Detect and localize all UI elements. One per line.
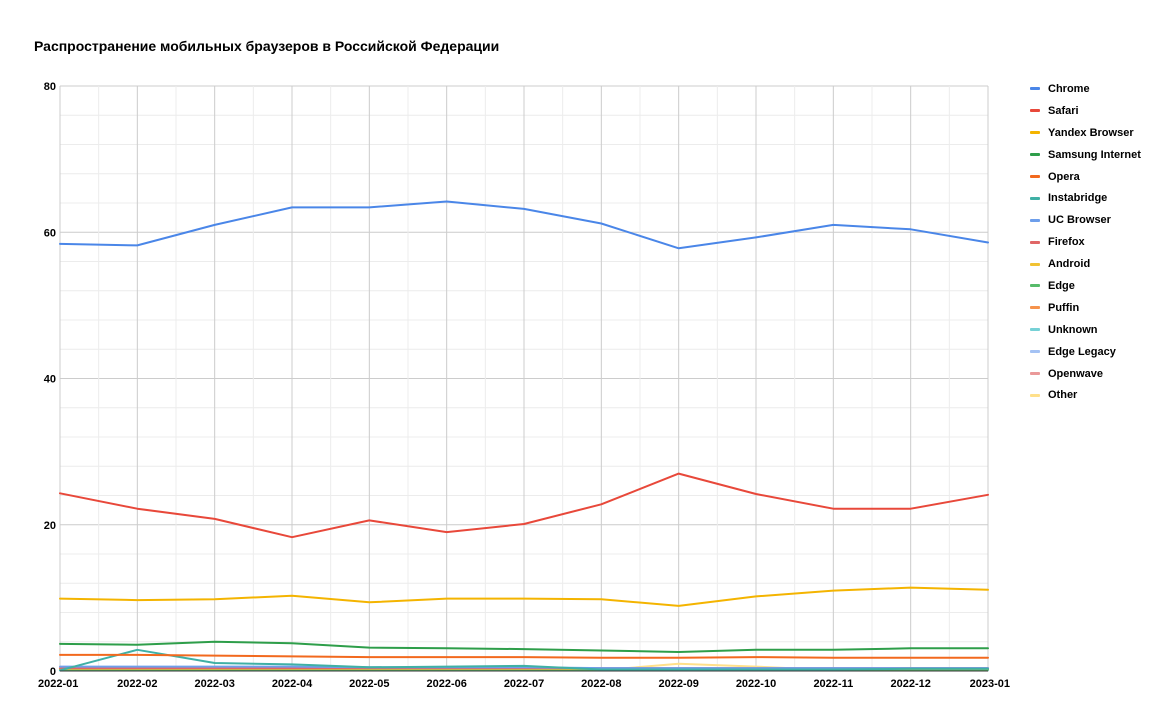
legend-label: Android (1048, 258, 1091, 271)
y-tick-label: 60 (44, 227, 56, 239)
legend-item-opera[interactable]: Opera (1030, 166, 1141, 188)
legend-label: Chrome (1048, 82, 1090, 95)
x-tick-label: 2022-09 (658, 678, 698, 690)
series-lines (59, 200, 989, 672)
legend-label: Opera (1048, 170, 1080, 183)
legend-label: UC Browser (1048, 214, 1111, 227)
legend-item-safari[interactable]: Safari (1030, 100, 1141, 122)
legend-item-uc-browser[interactable]: UC Browser (1030, 209, 1141, 231)
legend-label: Openwave (1048, 367, 1104, 380)
legend-swatch (1030, 393, 1040, 397)
chart-title: Распространение мобильных браузеров в Ро… (34, 38, 500, 54)
series-line-uc-browser[interactable] (59, 665, 989, 670)
y-tick-label: 40 (44, 374, 56, 386)
series-line-safari[interactable] (59, 472, 989, 539)
x-tick-label: 2022-06 (426, 678, 466, 690)
series-line-instabridge[interactable] (59, 648, 989, 672)
legend-item-yandex-browser[interactable]: Yandex Browser (1030, 122, 1141, 144)
legend-swatch (1030, 153, 1040, 157)
legend-item-firefox[interactable]: Firefox (1030, 231, 1141, 253)
y-tick-label: 0 (50, 666, 56, 678)
legend-swatch (1030, 218, 1040, 222)
legend-swatch (1030, 372, 1040, 376)
legend-item-puffin[interactable]: Puffin (1030, 297, 1141, 319)
x-tick-label: 2022-03 (194, 678, 234, 690)
legend-swatch (1030, 262, 1040, 266)
legend-item-other[interactable]: Other (1030, 384, 1141, 406)
legend-label: Edge Legacy (1048, 345, 1116, 358)
legend-label: Firefox (1048, 236, 1085, 249)
y-tick-label: 20 (44, 520, 56, 532)
legend-label: Other (1048, 389, 1078, 402)
legend-label: Safari (1048, 104, 1079, 117)
x-tick-label: 2022-04 (272, 678, 313, 690)
x-axis-ticks: 2022-01 2022-02 2022-03 2022-04 2022-05 2022-… (38, 678, 1010, 690)
x-tick-label: 2022-07 (504, 678, 544, 690)
legend-label: Samsung Internet (1048, 148, 1141, 161)
series-line-samsung-internet[interactable] (59, 640, 989, 653)
x-tick-label: 2022-05 (349, 678, 389, 690)
x-tick-label: 2022-12 (890, 678, 930, 690)
x-tick-label: 2023-01 (970, 678, 1010, 690)
y-tick-label: 80 (44, 81, 56, 93)
series-line-yandex-browser[interactable] (59, 586, 989, 607)
gridlines (59, 85, 989, 672)
legend-swatch (1030, 350, 1040, 354)
legend-swatch (1030, 131, 1040, 135)
legend-swatch (1030, 87, 1040, 91)
legend-swatch (1030, 328, 1040, 332)
y-axis-ticks: 0 20 40 60 80 (44, 81, 56, 678)
x-tick-label: 2022-08 (581, 678, 621, 690)
series-line-chrome[interactable] (59, 200, 989, 250)
legend-label: Yandex Browser (1048, 126, 1134, 139)
legend-item-instabridge[interactable]: Instabridge (1030, 187, 1141, 209)
legend-label: Edge (1048, 279, 1075, 292)
legend-item-samsung-internet[interactable]: Samsung Internet (1030, 144, 1141, 166)
legend-item-android[interactable]: Android (1030, 253, 1141, 275)
legend-swatch (1030, 240, 1040, 244)
legend-item-chrome[interactable]: Chrome (1030, 78, 1141, 100)
x-tick-label: 2022-02 (117, 678, 157, 690)
x-tick-label: 2022-01 (38, 678, 78, 690)
legend-swatch (1030, 284, 1040, 288)
legend-item-unknown[interactable]: Unknown (1030, 319, 1141, 341)
legend-label: Puffin (1048, 301, 1080, 314)
legend-label: Unknown (1048, 323, 1098, 336)
x-tick-label: 2022-10 (736, 678, 776, 690)
series-line-opera[interactable] (59, 653, 989, 659)
legend-item-openwave[interactable]: Openwave (1030, 363, 1141, 385)
chart-legend: Chrome Safari Yandex Browser Samsung Intern… (1030, 78, 1141, 406)
legend-swatch (1030, 109, 1040, 113)
legend-label: Instabridge (1048, 192, 1108, 205)
x-tick-label: 2022-11 (813, 678, 853, 690)
legend-swatch (1030, 196, 1040, 200)
legend-item-edge-legacy[interactable]: Edge Legacy (1030, 341, 1141, 363)
legend-swatch (1030, 306, 1040, 310)
legend-swatch (1030, 175, 1040, 178)
legend-item-edge[interactable]: Edge (1030, 275, 1141, 297)
